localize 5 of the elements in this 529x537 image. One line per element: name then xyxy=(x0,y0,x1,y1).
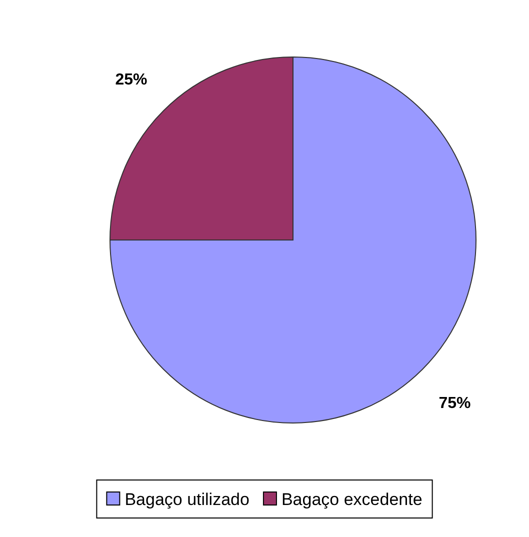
data-label: 75% xyxy=(438,394,471,412)
legend-label: Bagaço utilizado xyxy=(124,490,250,509)
data-label: 25% xyxy=(115,71,148,88)
legend-label: Bagaço excedente xyxy=(281,490,422,509)
pie-slice xyxy=(110,56,476,424)
